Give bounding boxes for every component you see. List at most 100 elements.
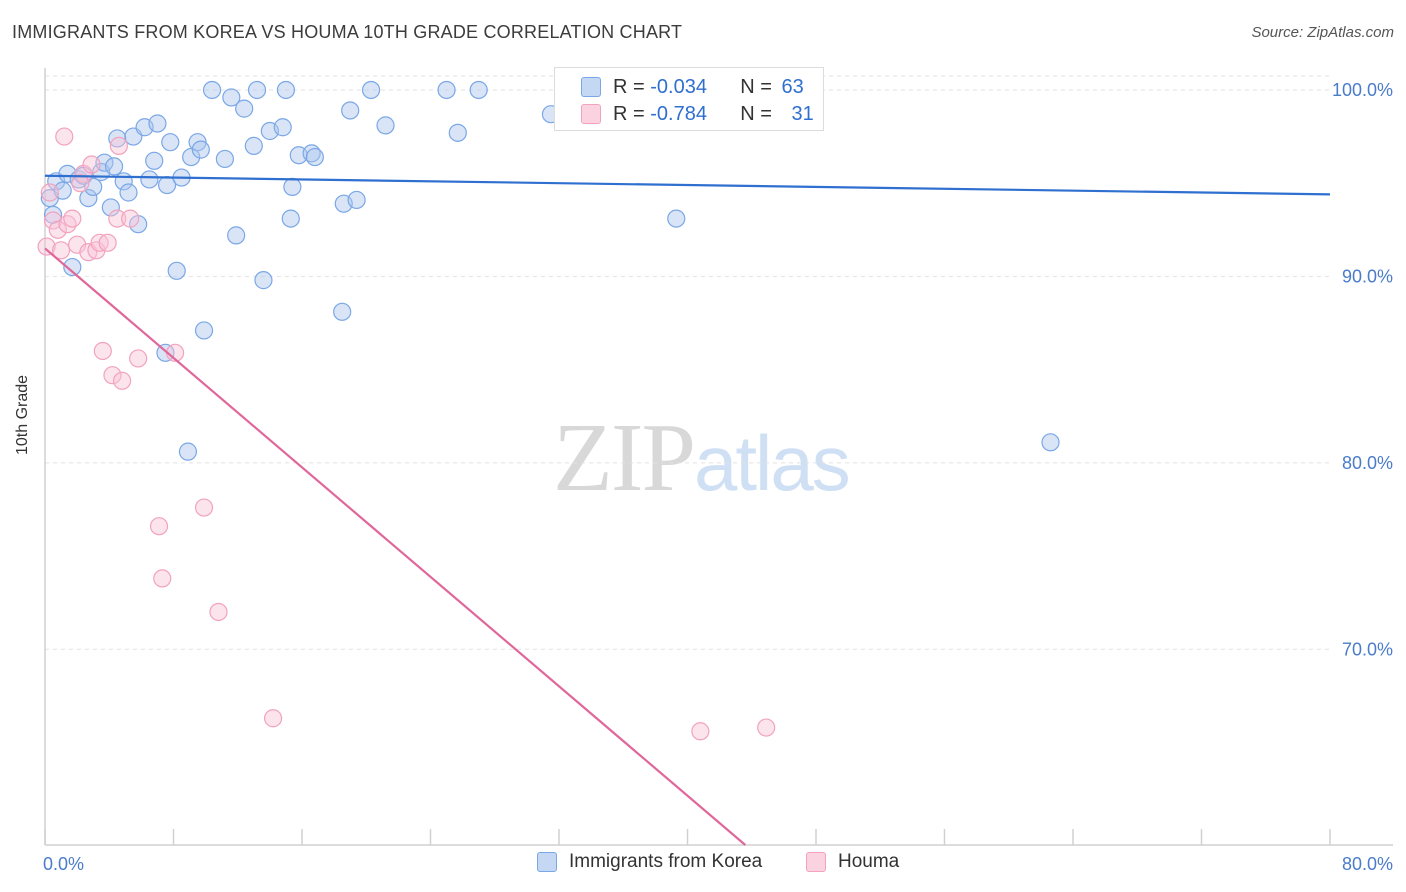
houma-point	[109, 136, 128, 155]
houma-point	[58, 215, 77, 234]
legend-swatch-korea	[581, 77, 601, 97]
trend-lines	[44, 174, 1331, 846]
houma-point	[757, 718, 776, 737]
legend-swatch-houma	[581, 104, 601, 124]
bottom-legend: Immigrants from Korea Houma	[0, 851, 1406, 877]
korea-point	[167, 261, 186, 280]
korea-point	[376, 116, 395, 135]
houma-point	[40, 183, 59, 202]
x-tick-label: 0.0%	[43, 854, 84, 874]
korea-point	[333, 302, 352, 321]
houma-point	[51, 241, 71, 260]
korea-point	[101, 198, 120, 217]
legend-n-value: 63	[781, 75, 804, 98]
legend-n-value: 31	[791, 102, 814, 125]
korea-point	[63, 257, 82, 277]
bottom-legend-houma[interactable]: Houma	[806, 851, 899, 873]
houma-point	[103, 366, 122, 385]
legend-n-label: N =	[740, 102, 778, 125]
korea-point	[667, 209, 686, 228]
houma-point	[194, 498, 214, 517]
chart-title: IMMIGRANTS FROM KOREA VS HOUMA 10TH GRAD…	[12, 22, 683, 42]
korea-point	[178, 442, 198, 461]
legend-r-value: -0.034	[650, 75, 707, 98]
legend-n-label: N =	[740, 75, 778, 98]
korea-point	[227, 226, 246, 245]
houma-point	[48, 220, 67, 239]
korea-point	[140, 170, 159, 189]
legend-r-label: R =	[613, 75, 651, 98]
korea-points	[40, 80, 1060, 461]
korea-point	[341, 101, 360, 120]
korea-point	[244, 136, 263, 155]
axes	[44, 68, 1393, 846]
bottom-legend-label-korea: Immigrants from Korea	[569, 851, 763, 872]
korea-point	[222, 88, 241, 107]
bottom-legend-korea[interactable]: Immigrants from Korea	[537, 851, 762, 873]
houma-point	[153, 569, 172, 588]
korea-point	[361, 80, 381, 100]
y-tick-label: 80.0%	[1342, 453, 1393, 473]
korea-point	[235, 99, 254, 118]
korea-point	[276, 80, 296, 100]
legend-r-label: R =	[613, 102, 651, 125]
korea-trend-line	[44, 174, 1331, 196]
watermark-zip: ZIP	[553, 404, 696, 512]
houma-point	[55, 127, 74, 146]
tick-labels: 70.0% 80.0% 90.0% 100.0% 0.0% 80.0%	[43, 80, 1393, 874]
bottom-legend-label-houma: Houma	[838, 851, 900, 872]
korea-point	[79, 188, 98, 208]
korea-point	[273, 118, 292, 137]
houma-point	[82, 155, 101, 174]
korea-point	[247, 80, 267, 100]
korea-point	[305, 147, 324, 167]
korea-point	[119, 183, 138, 202]
houma-trend-line	[44, 247, 747, 846]
houma-point	[63, 209, 82, 228]
korea-point	[108, 129, 127, 148]
korea-point	[283, 177, 302, 197]
houma-point	[121, 209, 140, 228]
y-tick-label: 70.0%	[1342, 639, 1393, 659]
korea-point	[161, 133, 180, 152]
bottom-legend-swatch-houma	[806, 852, 826, 872]
korea-point	[469, 80, 488, 100]
korea-point	[194, 321, 214, 340]
korea-point	[202, 80, 222, 100]
y-tick-label: 90.0%	[1342, 266, 1393, 286]
korea-point	[145, 151, 164, 170]
houma-point	[129, 349, 148, 368]
chart-source: Source: ZipAtlas.com	[1251, 24, 1394, 41]
houma-point	[43, 211, 63, 230]
stats-legend: R = -0.034 N = 63 R = -0.784 N = 31	[554, 67, 824, 131]
houma-points	[37, 127, 776, 741]
houma-point	[98, 233, 117, 252]
houma-point	[108, 209, 127, 228]
korea-point	[215, 149, 234, 169]
korea-point	[281, 209, 300, 228]
houma-point	[209, 602, 228, 622]
bottom-legend-swatch-korea	[537, 852, 557, 872]
legend-r-value: -0.784	[650, 102, 707, 125]
houma-point	[112, 371, 132, 390]
legend-row-houma: R = -0.784 N = 31	[555, 101, 814, 127]
houma-point	[93, 341, 112, 361]
korea-point	[104, 157, 124, 176]
houma-point	[263, 709, 283, 728]
korea-point	[191, 140, 210, 159]
korea-point	[1041, 433, 1060, 452]
korea-point	[58, 164, 77, 183]
korea-point	[347, 190, 366, 210]
x-tick-label: 80.0%	[1342, 854, 1393, 874]
houma-point	[691, 722, 710, 741]
korea-point	[254, 271, 273, 290]
korea-point	[448, 123, 467, 142]
houma-point	[149, 517, 169, 536]
legend-row-korea: R = -0.034 N = 63	[555, 74, 804, 100]
korea-point	[148, 114, 167, 133]
korea-point	[437, 80, 456, 100]
houma-point	[71, 174, 90, 193]
houma-point	[37, 237, 56, 256]
grid-lines	[45, 75, 1330, 650]
